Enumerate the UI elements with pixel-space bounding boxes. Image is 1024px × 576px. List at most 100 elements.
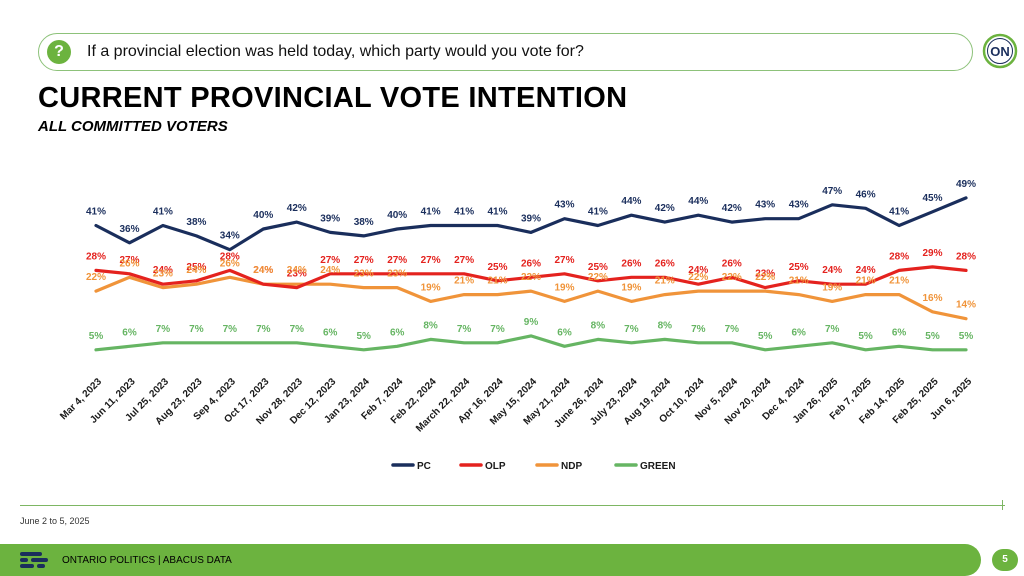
data-label-green-18: 7% xyxy=(691,324,706,335)
data-label-green-16: 7% xyxy=(624,324,639,335)
data-label-pc-5: 40% xyxy=(253,210,273,221)
data-label-olp-9: 27% xyxy=(387,255,407,266)
data-label-olp-21: 25% xyxy=(789,262,809,273)
legend-label-pc: PC xyxy=(417,461,431,472)
data-label-ndp-5: 24% xyxy=(253,265,273,276)
data-label-olp-22: 24% xyxy=(822,265,842,276)
data-label-pc-12: 41% xyxy=(487,207,507,218)
data-label-olp-24: 28% xyxy=(889,251,909,262)
data-label-green-10: 8% xyxy=(423,320,438,331)
series-line-pc xyxy=(94,196,968,252)
data-label-pc-8: 38% xyxy=(354,217,374,228)
data-label-green-5: 7% xyxy=(256,324,271,335)
data-label-olp-13: 26% xyxy=(521,258,541,269)
data-label-olp-5: 24% xyxy=(253,265,273,276)
data-label-olp-3: 25% xyxy=(186,262,206,273)
data-label-green-8: 5% xyxy=(356,331,371,342)
legend-label-ndp: NDP xyxy=(561,461,582,472)
data-label-ndp-14: 19% xyxy=(554,282,574,293)
data-label-olp-17: 26% xyxy=(655,258,675,269)
data-label-ndp-11: 21% xyxy=(454,276,474,287)
footer-text: ONTARIO POLITICS | ABACUS DATA xyxy=(62,555,232,566)
data-label-pc-10: 41% xyxy=(421,207,441,218)
data-label-green-4: 7% xyxy=(223,324,238,335)
date-note: June 2 to 5, 2025 xyxy=(20,516,90,526)
data-label-olp-26: 28% xyxy=(956,251,976,262)
data-label-ndp-4: 26% xyxy=(220,258,240,269)
data-label-ndp-6: 24% xyxy=(287,265,307,276)
data-label-pc-3: 38% xyxy=(186,217,206,228)
data-label-green-25: 5% xyxy=(925,331,940,342)
data-label-green-24: 6% xyxy=(892,327,907,338)
data-label-olp-4: 28% xyxy=(220,251,240,262)
data-label-ndp-16: 19% xyxy=(621,282,641,293)
series-line-olp xyxy=(94,265,968,290)
data-label-green-13: 9% xyxy=(524,317,539,328)
data-label-ndp-21: 21% xyxy=(789,276,809,287)
data-label-olp-25: 29% xyxy=(922,248,942,259)
data-label-pc-15: 41% xyxy=(588,207,608,218)
data-label-ndp-1: 26% xyxy=(119,258,139,269)
data-label-green-15: 8% xyxy=(591,320,606,331)
data-label-pc-13: 39% xyxy=(521,213,541,224)
data-label-ndp-8: 23% xyxy=(354,269,374,280)
data-label-ndp-9: 23% xyxy=(387,269,407,280)
data-label-ndp-7: 24% xyxy=(320,265,340,276)
data-label-olp-12: 25% xyxy=(487,262,507,273)
data-label-ndp-25: 16% xyxy=(922,293,942,304)
data-label-green-11: 7% xyxy=(457,324,472,335)
data-label-pc-7: 39% xyxy=(320,213,340,224)
question-bar: ? If a provincial election was held toda… xyxy=(38,33,973,71)
data-label-pc-1: 36% xyxy=(119,224,139,235)
data-label-ndp-24: 21% xyxy=(889,276,909,287)
logo-text: ON xyxy=(990,44,1010,59)
data-label-green-20: 5% xyxy=(758,331,773,342)
data-label-olp-6: 23% xyxy=(287,269,307,280)
data-label-pc-18: 44% xyxy=(688,196,708,207)
data-label-pc-2: 41% xyxy=(153,207,173,218)
data-label-ndp-18: 22% xyxy=(688,272,708,283)
data-label-green-17: 8% xyxy=(658,320,673,331)
data-label-ndp-3: 24% xyxy=(186,265,206,276)
page-subtitle: ALL COMMITTED VOTERS xyxy=(38,118,228,135)
series-line-green xyxy=(94,334,968,352)
data-label-pc-25: 45% xyxy=(922,193,942,204)
data-label-ndp-20: 22% xyxy=(755,272,775,283)
data-label-ndp-10: 19% xyxy=(421,282,441,293)
divider xyxy=(20,505,1005,506)
data-label-green-23: 5% xyxy=(858,331,873,342)
data-label-green-1: 6% xyxy=(122,327,137,338)
footer-bar xyxy=(0,544,981,576)
data-label-olp-15: 25% xyxy=(588,262,608,273)
data-label-pc-24: 41% xyxy=(889,207,909,218)
data-label-ndp-23: 21% xyxy=(856,276,876,287)
data-label-green-12: 7% xyxy=(490,324,505,335)
data-label-ndp-12: 21% xyxy=(487,276,507,287)
data-label-green-6: 7% xyxy=(290,324,305,335)
legend-label-green: GREEN xyxy=(640,461,676,472)
data-label-pc-14: 43% xyxy=(554,200,574,211)
page-title: CURRENT PROVINCIAL VOTE INTENTION xyxy=(38,82,628,114)
data-label-pc-23: 46% xyxy=(856,189,876,200)
ontario-logo-icon: ON xyxy=(982,33,1018,69)
question-icon: ? xyxy=(47,40,71,64)
data-label-pc-4: 34% xyxy=(220,231,240,242)
data-label-green-3: 7% xyxy=(189,324,204,335)
data-label-ndp-19: 22% xyxy=(722,272,742,283)
data-label-pc-20: 43% xyxy=(755,200,775,211)
data-label-ndp-0: 22% xyxy=(86,272,106,283)
data-label-green-21: 6% xyxy=(791,327,806,338)
data-label-olp-18: 24% xyxy=(688,265,708,276)
data-label-pc-21: 43% xyxy=(789,200,809,211)
data-label-pc-22: 47% xyxy=(822,186,842,197)
data-label-olp-1: 27% xyxy=(119,255,139,266)
data-label-green-2: 7% xyxy=(156,324,171,335)
data-label-pc-16: 44% xyxy=(621,196,641,207)
data-label-ndp-15: 22% xyxy=(588,272,608,283)
data-label-olp-20: 23% xyxy=(755,269,775,280)
question-text: If a provincial election was held today,… xyxy=(87,43,584,60)
data-label-pc-17: 42% xyxy=(655,203,675,214)
data-label-green-9: 6% xyxy=(390,327,405,338)
data-label-ndp-2: 23% xyxy=(153,269,173,280)
data-label-ndp-22: 19% xyxy=(822,282,842,293)
